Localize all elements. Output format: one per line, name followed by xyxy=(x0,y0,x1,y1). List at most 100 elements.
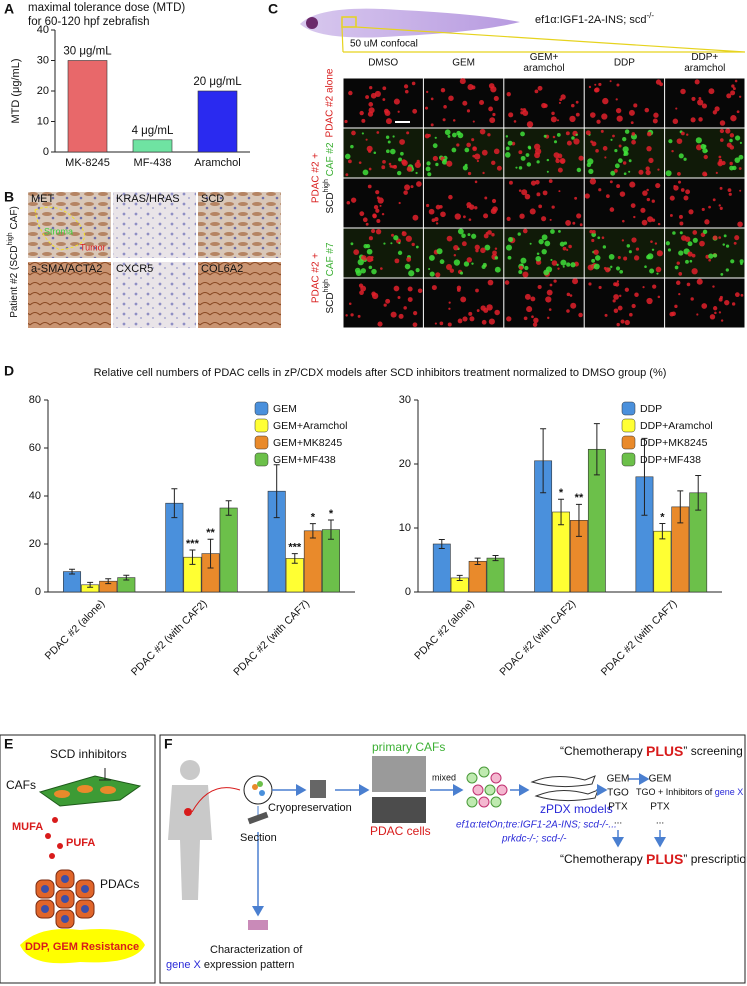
cell-dot xyxy=(589,112,596,118)
cell-dot xyxy=(729,138,733,143)
cell-dot xyxy=(414,161,421,169)
cell-dot xyxy=(726,93,732,99)
cell-dot xyxy=(368,107,375,114)
cell-dot xyxy=(594,83,597,86)
cell-dot xyxy=(350,144,354,149)
cell-dot xyxy=(492,112,496,117)
cell-dot xyxy=(466,142,472,148)
cell-dot xyxy=(547,316,550,320)
cell-dot xyxy=(708,88,715,95)
cell-dot xyxy=(655,182,661,189)
cell-dot xyxy=(372,213,377,218)
error-bar xyxy=(291,553,298,564)
cell-dot xyxy=(406,257,412,262)
cell-dot xyxy=(622,161,627,165)
bar xyxy=(219,507,238,593)
confocal-label: 50 uM confocal xyxy=(350,39,418,50)
cell-dot xyxy=(448,95,454,101)
y-tick-label: 10 xyxy=(399,522,411,534)
cell-dot xyxy=(645,169,651,176)
cell-dot xyxy=(466,202,472,208)
cell-dot xyxy=(654,242,658,245)
y-tick-label: 10 xyxy=(37,115,49,127)
cell-dot xyxy=(494,256,499,260)
error-bar xyxy=(273,464,280,519)
cell-dot xyxy=(708,205,711,209)
cell-dot xyxy=(504,280,510,285)
cell-dot xyxy=(400,151,404,156)
row-label-part: CAF #2 xyxy=(325,142,336,179)
bar xyxy=(67,60,108,153)
label: SCD inhibitors xyxy=(50,747,127,761)
cell-dot xyxy=(678,180,682,184)
cell-dot xyxy=(431,218,436,223)
cell-dot xyxy=(593,87,599,93)
cell-dot xyxy=(354,267,361,274)
cell-dot xyxy=(427,172,432,177)
cell-dot xyxy=(481,319,487,325)
cell-dot xyxy=(588,168,594,174)
cell-dot xyxy=(506,216,511,221)
error-bar xyxy=(575,503,582,537)
cell-dot xyxy=(532,322,538,327)
legend-label: GEM+MK8245 xyxy=(273,437,342,449)
cell-dot xyxy=(553,152,560,158)
cell-dot xyxy=(524,193,531,200)
cell-dot xyxy=(457,228,464,235)
cell-dot xyxy=(668,139,673,144)
label: CAFs xyxy=(6,778,36,792)
column-label: DMSO xyxy=(368,58,398,69)
cell-dot xyxy=(392,135,395,138)
cell-dot xyxy=(485,231,489,235)
cell-dot xyxy=(604,156,607,159)
cell-dot xyxy=(591,232,597,238)
significance: * xyxy=(660,511,665,523)
cell-dot xyxy=(618,158,623,163)
cell-dot xyxy=(428,254,435,261)
cell-dot xyxy=(407,297,413,302)
cell-dot xyxy=(365,222,369,226)
cell-dot xyxy=(491,233,495,237)
cell-dot xyxy=(714,311,717,315)
cell-dot xyxy=(489,117,496,124)
cell-dot xyxy=(365,138,368,141)
cell-dot xyxy=(712,285,715,288)
cell-dot xyxy=(415,171,418,175)
x-tick-label: PDAC #2 (with CAF7) xyxy=(599,598,680,679)
cell-dot xyxy=(696,313,699,316)
label: MUFA xyxy=(12,821,43,833)
significance: *** xyxy=(186,538,200,550)
cell-dot xyxy=(729,133,735,138)
cell-dot xyxy=(568,244,572,249)
cell-dot xyxy=(463,261,470,267)
cell-cluster xyxy=(466,766,508,808)
cell-dot xyxy=(656,250,663,257)
caf-image xyxy=(372,756,426,792)
label: PDACs xyxy=(100,877,139,891)
cell-dot xyxy=(591,238,595,243)
biopsy-line xyxy=(191,787,241,813)
cell-dot xyxy=(345,314,348,317)
ihc-image xyxy=(28,192,111,258)
label: “Chemotherapy PLUS” prescriptions xyxy=(560,851,747,867)
bar xyxy=(432,543,451,593)
cell-dot xyxy=(546,158,550,162)
legend-swatch xyxy=(621,418,636,433)
label: primary CAFs xyxy=(372,740,445,754)
row-label: PDAC #2 + xyxy=(311,253,322,303)
confocal-image xyxy=(343,278,423,328)
cell-dot xyxy=(725,268,729,272)
cell-dot xyxy=(376,219,381,224)
legend-label: GEM+MF438 xyxy=(273,454,336,466)
cell-dot xyxy=(434,136,437,139)
significance: ** xyxy=(575,492,584,504)
cell-dot xyxy=(551,260,558,266)
cell-dot xyxy=(560,94,566,100)
cell-dot xyxy=(578,312,583,318)
cell-dot xyxy=(677,172,681,176)
cell-dot xyxy=(603,266,607,270)
cell-dot xyxy=(657,168,660,171)
cell-dot xyxy=(361,132,364,135)
cell-dot xyxy=(447,322,452,327)
